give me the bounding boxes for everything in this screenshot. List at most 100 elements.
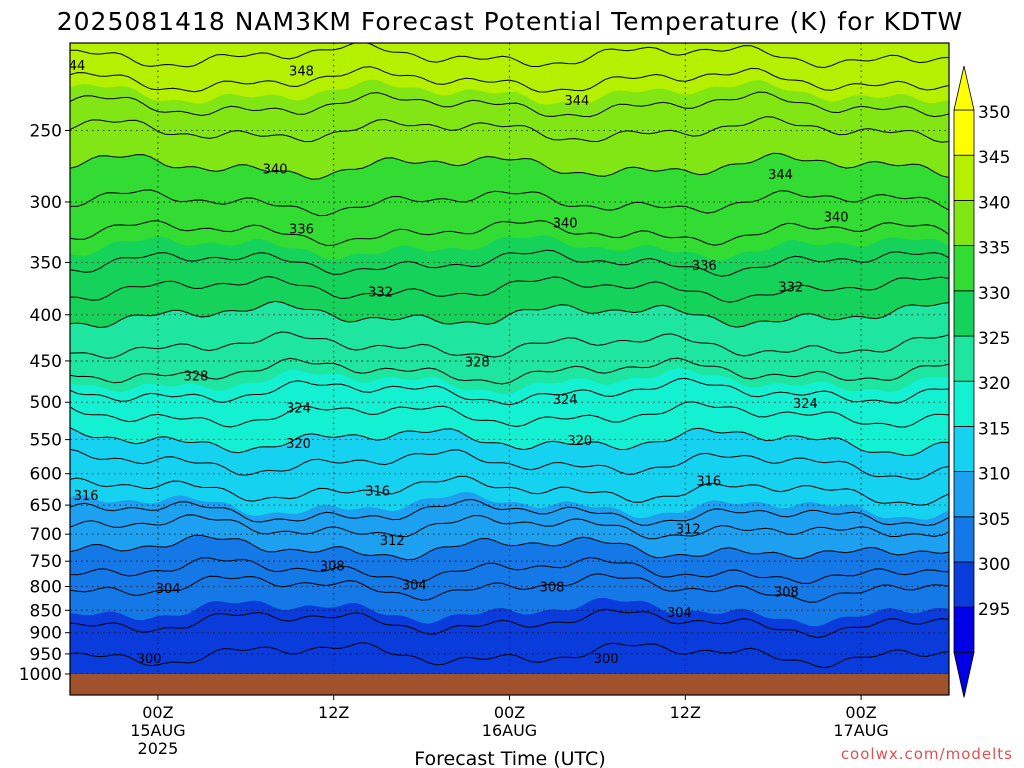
contour-label: 336 — [289, 223, 314, 238]
colorbar-segment — [953, 199, 975, 246]
colorbar-label: 345 — [978, 148, 1010, 168]
contour-label: 324 — [553, 393, 578, 408]
contour-318 — [70, 448, 949, 480]
contour-336 — [70, 220, 949, 247]
contour-label: 344 — [564, 94, 589, 109]
contour-label: 300 — [137, 652, 162, 667]
colorbar-label: 315 — [978, 419, 1010, 439]
y-tick-label: 400 — [30, 306, 62, 326]
colorbar-label: 350 — [978, 103, 1010, 123]
contour-label: 336 — [692, 259, 717, 274]
contour-label: 320 — [567, 434, 592, 449]
colorbar-label: 305 — [978, 510, 1010, 530]
contour-306 — [70, 573, 949, 603]
contour-316 — [70, 475, 949, 506]
x-tick-label: 17AUG — [833, 721, 888, 740]
colorbar-segment — [953, 425, 975, 472]
colorbar-label: 335 — [978, 239, 1010, 259]
contour-label: 304 — [156, 582, 181, 597]
x-tick-label: 12Z — [670, 703, 701, 722]
contour-label: 340 — [824, 210, 849, 225]
contour-324 — [70, 377, 949, 406]
colorbar-segment — [953, 335, 975, 382]
contour-344 — [70, 91, 949, 118]
y-tick-label: 800 — [30, 578, 62, 598]
contour-label: 328 — [184, 369, 209, 384]
colorbar-segment — [953, 516, 975, 563]
y-tick-label: 900 — [30, 624, 62, 644]
contour-label: 332 — [368, 286, 393, 301]
colorbar-segment — [953, 380, 975, 427]
x-tick-label: 12Z — [318, 703, 349, 722]
contour-label: 312 — [676, 523, 701, 538]
contour-330 — [70, 300, 949, 329]
x-axis-title: Forecast Time (UTC) — [414, 748, 605, 768]
contour-label: 316 — [696, 474, 721, 489]
y-tick-label: 550 — [30, 431, 62, 451]
contour-label: 320 — [286, 437, 311, 452]
colorbar-label: 295 — [978, 600, 1010, 620]
y-tick-label: 750 — [30, 552, 62, 572]
colorbar-segment — [953, 471, 975, 518]
contour-label: 340 — [263, 162, 288, 177]
colorbar-label: 320 — [978, 374, 1010, 394]
colorbar-label: 310 — [978, 465, 1010, 485]
contour-label: 324 — [793, 397, 818, 412]
contour-label: 300 — [594, 652, 619, 667]
x-tick-label: 16AUG — [482, 721, 537, 740]
contour-326 — [70, 357, 949, 385]
y-tick-label: 600 — [30, 465, 62, 485]
y-tick-label: 700 — [30, 525, 62, 545]
contour-308 — [70, 556, 949, 585]
contour-label: 316 — [365, 485, 390, 500]
contour-label: 344 — [768, 168, 793, 183]
colorbar-label: 330 — [978, 284, 1010, 304]
x-tick-label: 15AUG — [130, 721, 185, 740]
contour-label: 316 — [74, 489, 99, 504]
colorbar-segment — [953, 245, 975, 292]
y-tick-label: 650 — [30, 496, 62, 516]
colorbar-segment — [953, 109, 975, 156]
contour-label: 304 — [402, 579, 427, 594]
colorbar-segment — [953, 561, 975, 608]
colorbar-segment — [953, 606, 975, 653]
y-tick-label: 350 — [30, 253, 62, 273]
contour-310 — [70, 534, 949, 561]
contour-label: 312 — [380, 534, 405, 549]
y-tick-label: 300 — [30, 193, 62, 213]
y-tick-label: 1000 — [19, 665, 62, 685]
x-tick-label: 00Z — [142, 703, 173, 722]
contour-322 — [70, 401, 949, 428]
color-bands — [70, 43, 949, 695]
ground-surface — [70, 674, 949, 695]
contour-312 — [70, 514, 949, 540]
contour-lines — [70, 43, 949, 669]
colorbar-label: 325 — [978, 329, 1010, 349]
y-tick-label: 450 — [30, 352, 62, 372]
colorbar-segment — [953, 290, 975, 337]
colorbar-label: 340 — [978, 193, 1010, 213]
chart-title: 2025081418 NAM3KM Forecast Potential Tem… — [57, 7, 964, 36]
contour-346 — [70, 66, 949, 93]
colorbar-bottom-arrow — [953, 652, 975, 698]
contour-label: 304 — [667, 606, 692, 621]
colorbar: 295 300 305 310 315 320 325 330 335 340 345 350 — [953, 65, 1010, 698]
contour-label: 348 — [289, 64, 314, 79]
x-tick-label: 00Z — [494, 703, 525, 722]
contour-label: 328 — [465, 356, 490, 371]
contour-332 — [70, 275, 949, 303]
plot-area: 344 348 344 340 344 340 340 336 336 332 332 328 328 3… — [70, 43, 949, 695]
y-tick-label: 950 — [30, 645, 62, 665]
y-tick-label: 250 — [30, 121, 62, 141]
grid-lines — [70, 43, 949, 695]
y-axis: 250 300 350 400 450 500 550 600 650 700 750 800 850 9… — [19, 121, 70, 685]
contour-348 — [70, 43, 949, 69]
contour-label: 308 — [320, 559, 345, 574]
y-tick-label: 500 — [30, 393, 62, 413]
contour-label: 340 — [553, 217, 578, 232]
contour-label: 308 — [540, 580, 565, 595]
colorbar-label: 300 — [978, 555, 1010, 575]
contour-314 — [70, 498, 949, 527]
contour-label: 308 — [774, 585, 799, 600]
